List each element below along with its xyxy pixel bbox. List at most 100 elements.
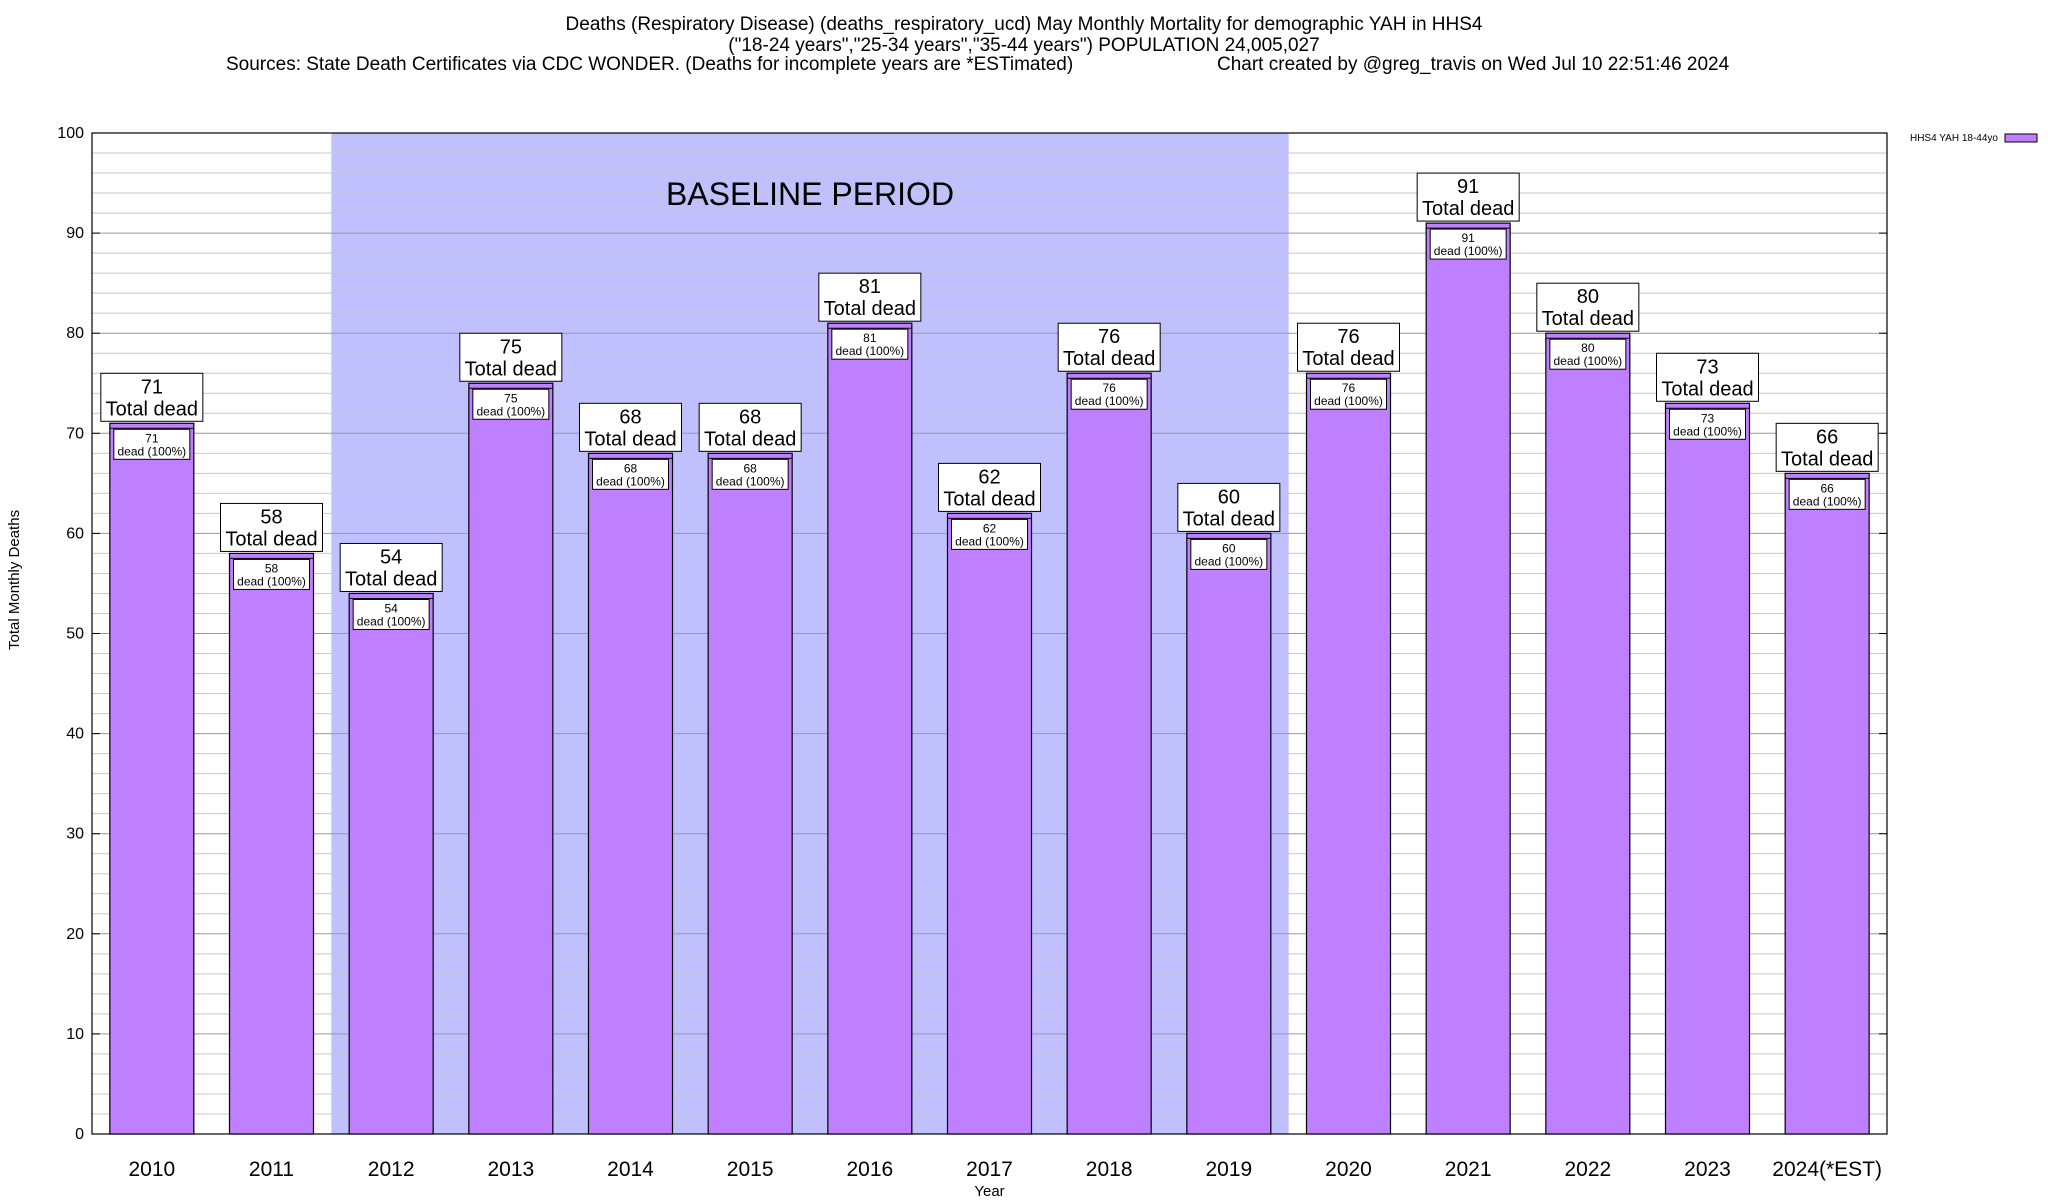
chart-title-line1: Deaths (Respiratory Disease) (deaths_res… (565, 14, 1483, 35)
y-tick-label: 90 (66, 225, 84, 242)
inner-label-box (352, 598, 430, 630)
total-value-label: 66 (1816, 426, 1838, 448)
y-tick-label: 40 (66, 726, 84, 743)
total-label-box (220, 502, 323, 552)
legend-swatch (2004, 133, 2038, 143)
baseline-label: BASELINE PERIOD (666, 176, 954, 212)
bar-2020 (1305, 372, 1392, 1135)
legend-label: HHS4 YAH 18-44yo (1910, 133, 1998, 144)
inner-value-label: 58 (265, 561, 279, 575)
total-label-box (579, 402, 682, 452)
inner-pct-label: dead (100%) (1075, 394, 1144, 408)
total-label-box (459, 332, 563, 382)
bar-2018 (1066, 372, 1152, 1135)
total-value-label: 75 (500, 336, 522, 358)
total-value-label: 80 (1577, 286, 1599, 308)
bar-2012 (348, 592, 434, 1135)
x-tick-label: 2019 (1205, 1158, 1252, 1181)
chart-title-line2: ("18-24 years","25-34 years","35-44 year… (728, 35, 1320, 56)
inner-value-label: 81 (863, 331, 877, 345)
inner-label-box (951, 518, 1028, 550)
inner-pct-label: dead (100%) (1793, 494, 1862, 508)
total-suffix-label: Total dead (1063, 348, 1155, 370)
bar-2023 (1664, 402, 1751, 1135)
total-label-box (1057, 322, 1161, 372)
bar-2013 (468, 382, 554, 1135)
total-value-label: 71 (141, 376, 163, 398)
inner-value-label: 76 (1342, 381, 1356, 395)
x-tick-label: 2023 (1684, 1158, 1731, 1181)
bar-2021 (1425, 222, 1511, 1135)
x-tick-label: 2017 (966, 1158, 1013, 1181)
inner-label-box (1788, 478, 1866, 510)
total-value-label: 81 (859, 276, 881, 298)
total-label-box (818, 272, 922, 322)
total-label-box (1536, 282, 1640, 332)
total-suffix-label: Total dead (1661, 378, 1753, 400)
inner-value-label: 71 (145, 431, 159, 445)
total-suffix-label: Total dead (704, 428, 796, 450)
total-suffix-label: Total dead (1422, 198, 1514, 220)
x-tick-label: 2015 (727, 1158, 774, 1181)
total-label-box (339, 542, 443, 592)
inner-pct-label: dead (100%) (835, 344, 904, 358)
inner-label-box (592, 458, 669, 490)
bar-2014 (587, 452, 674, 1135)
total-suffix-label: Total dead (824, 298, 916, 320)
total-label-box (1656, 352, 1759, 402)
inner-label-box (1549, 338, 1627, 370)
inner-value-label: 76 (1102, 381, 1116, 395)
total-label-box (1775, 422, 1879, 472)
total-suffix-label: Total dead (1183, 508, 1275, 530)
total-suffix-label: Total dead (106, 398, 198, 420)
inner-pct-label: dead (100%) (1434, 244, 1503, 258)
x-tick-label: 2010 (128, 1158, 175, 1181)
y-tick-label: 70 (66, 425, 84, 442)
inner-label-box (1669, 408, 1746, 440)
total-label-box (1177, 482, 1281, 532)
total-suffix-label: Total dead (1781, 448, 1873, 470)
y-tick-label: 100 (57, 125, 84, 142)
inner-label-box (113, 428, 191, 460)
inner-label-box (831, 328, 909, 360)
inner-value-label: 54 (384, 601, 398, 615)
x-tick-label: 2011 (249, 1158, 294, 1181)
inner-pct-label: dead (100%) (955, 534, 1024, 548)
chart-credit: Chart created by @greg_travis on Wed Jul… (1217, 54, 1730, 75)
inner-label-box (1310, 378, 1387, 410)
total-label-box (1416, 172, 1520, 222)
inner-value-label: 62 (983, 521, 997, 535)
inner-label-box (233, 558, 310, 590)
total-suffix-label: Total dead (225, 528, 317, 550)
bar-2019 (1186, 532, 1272, 1135)
inner-pct-label: dead (100%) (237, 574, 306, 588)
total-suffix-label: Total dead (943, 488, 1035, 510)
inner-pct-label: dead (100%) (596, 474, 665, 488)
x-tick-label: 2016 (846, 1158, 893, 1181)
bar-2022 (1545, 332, 1631, 1135)
x-tick-label: 2012 (368, 1158, 415, 1181)
inner-pct-label: dead (100%) (117, 444, 186, 458)
y-tick-label: 30 (66, 826, 84, 843)
total-value-label: 54 (380, 546, 402, 568)
inner-pct-label: dead (100%) (1673, 424, 1742, 438)
bar-2017 (946, 512, 1033, 1135)
inner-label-box (711, 458, 789, 490)
inner-value-label: 73 (1701, 411, 1715, 425)
total-suffix-label: Total dead (584, 428, 676, 450)
bar-2011 (228, 552, 315, 1135)
total-label-box (698, 402, 802, 452)
inner-label-box (1429, 228, 1507, 260)
bar-2010 (109, 422, 195, 1135)
y-tick-label: 50 (66, 626, 84, 643)
inner-pct-label: dead (100%) (1553, 354, 1622, 368)
y-tick-label: 80 (66, 325, 84, 342)
y-tick-label: 10 (66, 1026, 84, 1043)
inner-value-label: 91 (1461, 231, 1475, 245)
inner-value-label: 80 (1581, 341, 1595, 355)
y-tick-label: 60 (66, 525, 84, 542)
inner-pct-label: dead (100%) (357, 614, 426, 628)
y-tick-label: 0 (75, 1126, 84, 1143)
inner-value-label: 60 (1222, 541, 1236, 555)
